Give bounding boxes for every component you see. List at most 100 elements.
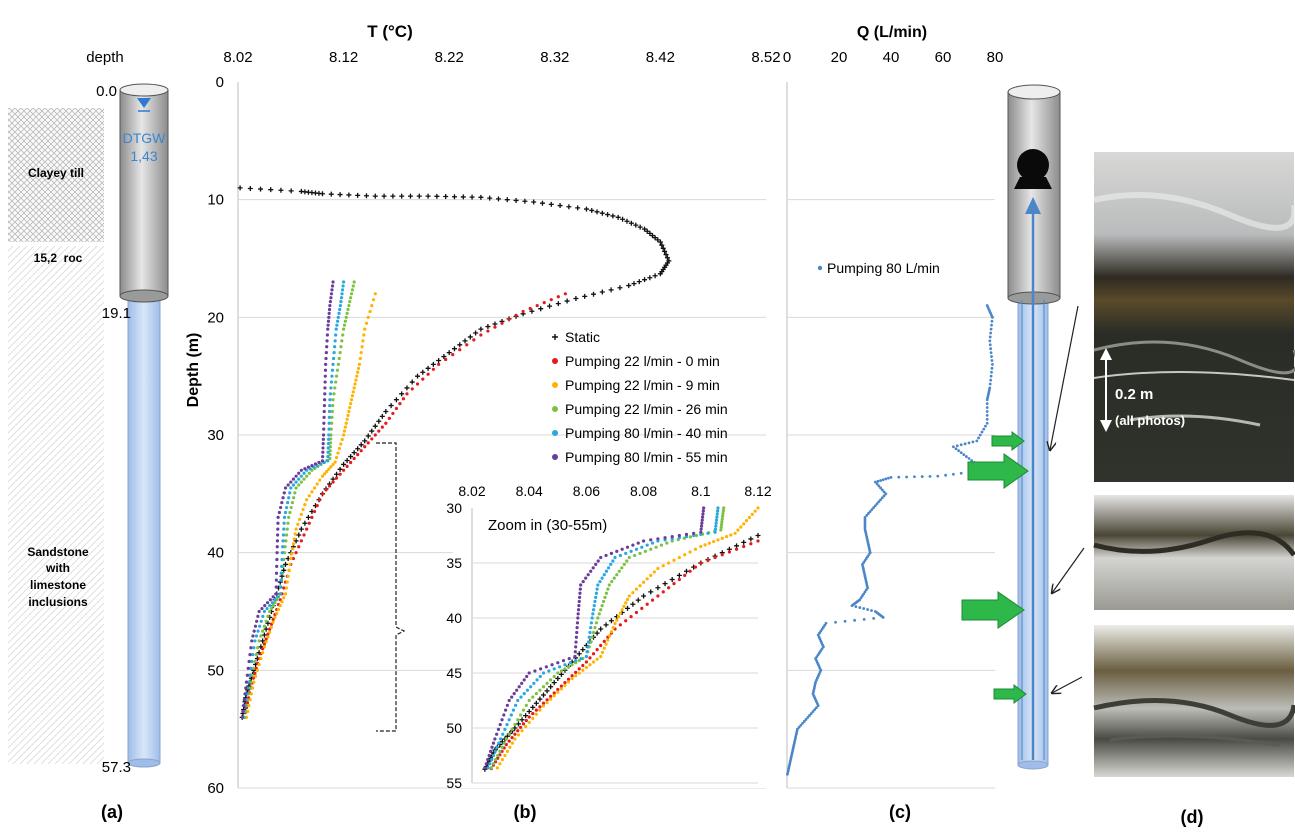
flow-point [863,521,867,525]
zoom-point-series-3 [607,583,611,587]
zoom-point-series-4 [563,663,567,667]
temperature-point-series-4 [326,442,331,446]
temperature-point-static [660,245,666,251]
flow-point [876,479,880,483]
zoom-point-series-4 [591,612,595,616]
temperature-point-series-4 [302,471,306,475]
zoom-point-series-3 [722,506,726,510]
flow-point [967,441,971,445]
zoom-point-series-2 [739,525,743,529]
temperature-point-series-1 [486,329,490,333]
temperature-point-series-5 [246,666,250,670]
zoom-point-series-1 [531,711,535,716]
temperature-point-series-3 [302,477,306,481]
zoom-point-series-5 [578,587,582,591]
temperature-point-series-3 [333,386,337,390]
zoom-point-series-2 [631,590,635,595]
temperature-point-static [555,301,561,307]
zoom-point-series-2 [513,737,517,741]
inflow-arrow-small-1 [991,431,1025,451]
zoom-point-static [541,692,546,698]
temperature-point-series-3 [349,292,354,296]
zoom-point-static [655,585,661,591]
zoom-point-series-1 [519,725,523,729]
zoom-point-series-5 [576,616,580,620]
well-casing-bottom [119,289,169,303]
zoom-point-static [526,709,532,714]
zoom-point-series-5 [502,713,506,717]
zoom-point-series-2 [683,553,687,557]
water-level-icon [137,98,151,108]
temperature-point-series-3 [342,327,346,331]
zoom-point-series-5 [702,506,706,510]
temperature-point-series-2 [262,645,266,649]
temperature-point-series-1 [401,397,406,401]
temperature-point-series-3 [349,296,353,300]
zoom-x-tick: 8.02 [458,483,485,499]
temperature-point-series-4 [280,551,284,555]
flow-point [853,618,856,622]
zoom-point-static [537,696,543,702]
flow-point [967,457,971,460]
flow-point [990,366,994,370]
temperature-point-series-4 [337,311,341,316]
flow-point [879,479,882,482]
temperature-point-series-4 [329,386,333,390]
zoom-point-series-3 [504,737,508,741]
temperature-point-static [599,289,605,295]
zoom-point-series-3 [500,745,504,749]
layer-label-roc: 15,2 roc [34,251,83,265]
zoom-point-series-4 [552,667,556,671]
temperature-point-series-5 [321,433,326,437]
temperature-point-series-3 [345,311,349,316]
flow-x-tick: 20 [831,49,848,66]
temperature-point-series-2 [288,562,292,567]
temperature-point-series-5 [275,564,279,568]
flow-point [799,723,803,727]
zoom-point-series-5 [700,515,705,519]
temperature-point-series-3 [294,486,298,490]
temperature-point-series-4 [280,564,284,568]
temperature-point-static [298,526,304,532]
temperature-point-static [296,532,302,538]
temperature-point-series-3 [332,392,336,396]
temperature-point-static [346,192,352,198]
zoom-point-series-3 [603,595,607,599]
zoom-point-series-2 [733,531,737,535]
temperature-point-series-4 [281,545,285,549]
zoom-point-series-5 [589,569,593,573]
zoom-point-series-2 [736,528,740,532]
temperature-point-series-3 [283,545,287,549]
flow-point [884,492,888,496]
temperature-point-series-4 [284,505,289,510]
temperature-point-series-3 [348,300,352,304]
zoom-point-series-1 [624,619,628,623]
zoom-point-series-1 [734,547,739,551]
zoom-point-series-4 [499,737,503,741]
zoom-point-series-4 [613,555,617,560]
temperature-y-tick: 30 [207,427,224,444]
temperature-point-static [599,210,605,216]
temperature-point-series-2 [292,537,296,541]
temperature-point-series-2 [343,425,347,429]
temperature-point-series-4 [251,653,255,657]
temperature-point-static [583,206,589,212]
zoom-point-series-3 [612,576,616,580]
temperature-point-series-2 [331,462,335,467]
zoom-point-static [598,626,604,632]
temperature-point-series-5 [299,468,303,472]
legend-label-series-4: Pumping 80 l/min - 40 min [565,425,728,441]
zoom-point-series-2 [588,663,592,667]
temperature-point-series-4 [249,666,253,670]
temperature-point-static [358,442,364,448]
temperature-point-series-4 [327,433,331,437]
flow-point [813,708,817,711]
zoom-point-series-4 [596,583,600,587]
zoom-point-series-1 [742,544,746,549]
zoom-point-series-5 [631,543,635,547]
zoom-y-tick: 40 [446,610,462,626]
flow-point [991,315,994,319]
zoom-point-series-2 [541,704,546,708]
zoom-point-series-4 [586,645,590,649]
temperature-y-tick: 60 [207,780,224,797]
